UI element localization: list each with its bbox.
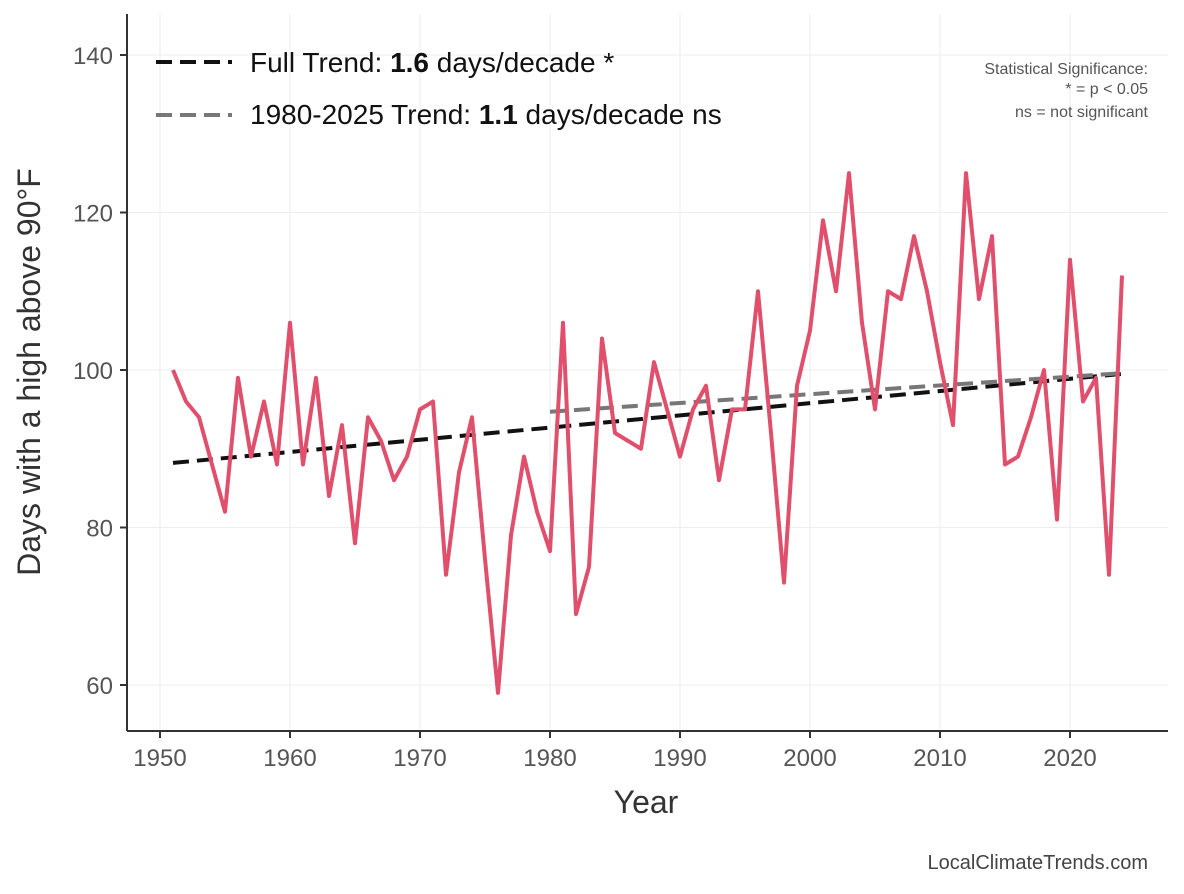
x-tick-label: 2020 bbox=[1043, 745, 1096, 772]
x-tick-label: 2000 bbox=[783, 745, 836, 772]
x-tick-label: 1980 bbox=[523, 745, 576, 772]
y-tick-label: 120 bbox=[73, 201, 113, 228]
y-tick-label: 100 bbox=[73, 358, 113, 385]
note-line: * = p < 0.05 bbox=[1065, 81, 1148, 98]
x-tick-label: 1960 bbox=[263, 745, 316, 772]
note-line: ns = not significant bbox=[1015, 104, 1149, 121]
y-axis-label: Days with a high above 90°F bbox=[11, 168, 47, 576]
y-tick-label: 80 bbox=[86, 516, 113, 543]
legend: Full Trend: 1.6 days/decade * 1980-2025 … bbox=[156, 47, 722, 130]
data-series bbox=[173, 173, 1122, 693]
series-line bbox=[173, 173, 1122, 693]
x-tick-label: 2010 bbox=[913, 745, 966, 772]
y-tick-label: 140 bbox=[73, 43, 113, 70]
x-axis-label: Year bbox=[614, 784, 679, 820]
x-tick-label: 1950 bbox=[133, 745, 186, 772]
x-tick-label: 1970 bbox=[393, 745, 446, 772]
y-tick-label: 60 bbox=[86, 673, 113, 700]
note-line: Statistical Significance: bbox=[984, 61, 1148, 78]
source-caption: LocalClimateTrends.com bbox=[928, 852, 1148, 874]
significance-note: Statistical Significance: * = p < 0.05 n… bbox=[984, 61, 1148, 121]
x-tick-label: 1990 bbox=[653, 745, 706, 772]
legend-recent-trend-label: 1980-2025 Trend: 1.1 days/decade ns bbox=[250, 99, 722, 130]
legend-full-trend-label: Full Trend: 1.6 days/decade * bbox=[250, 47, 614, 78]
